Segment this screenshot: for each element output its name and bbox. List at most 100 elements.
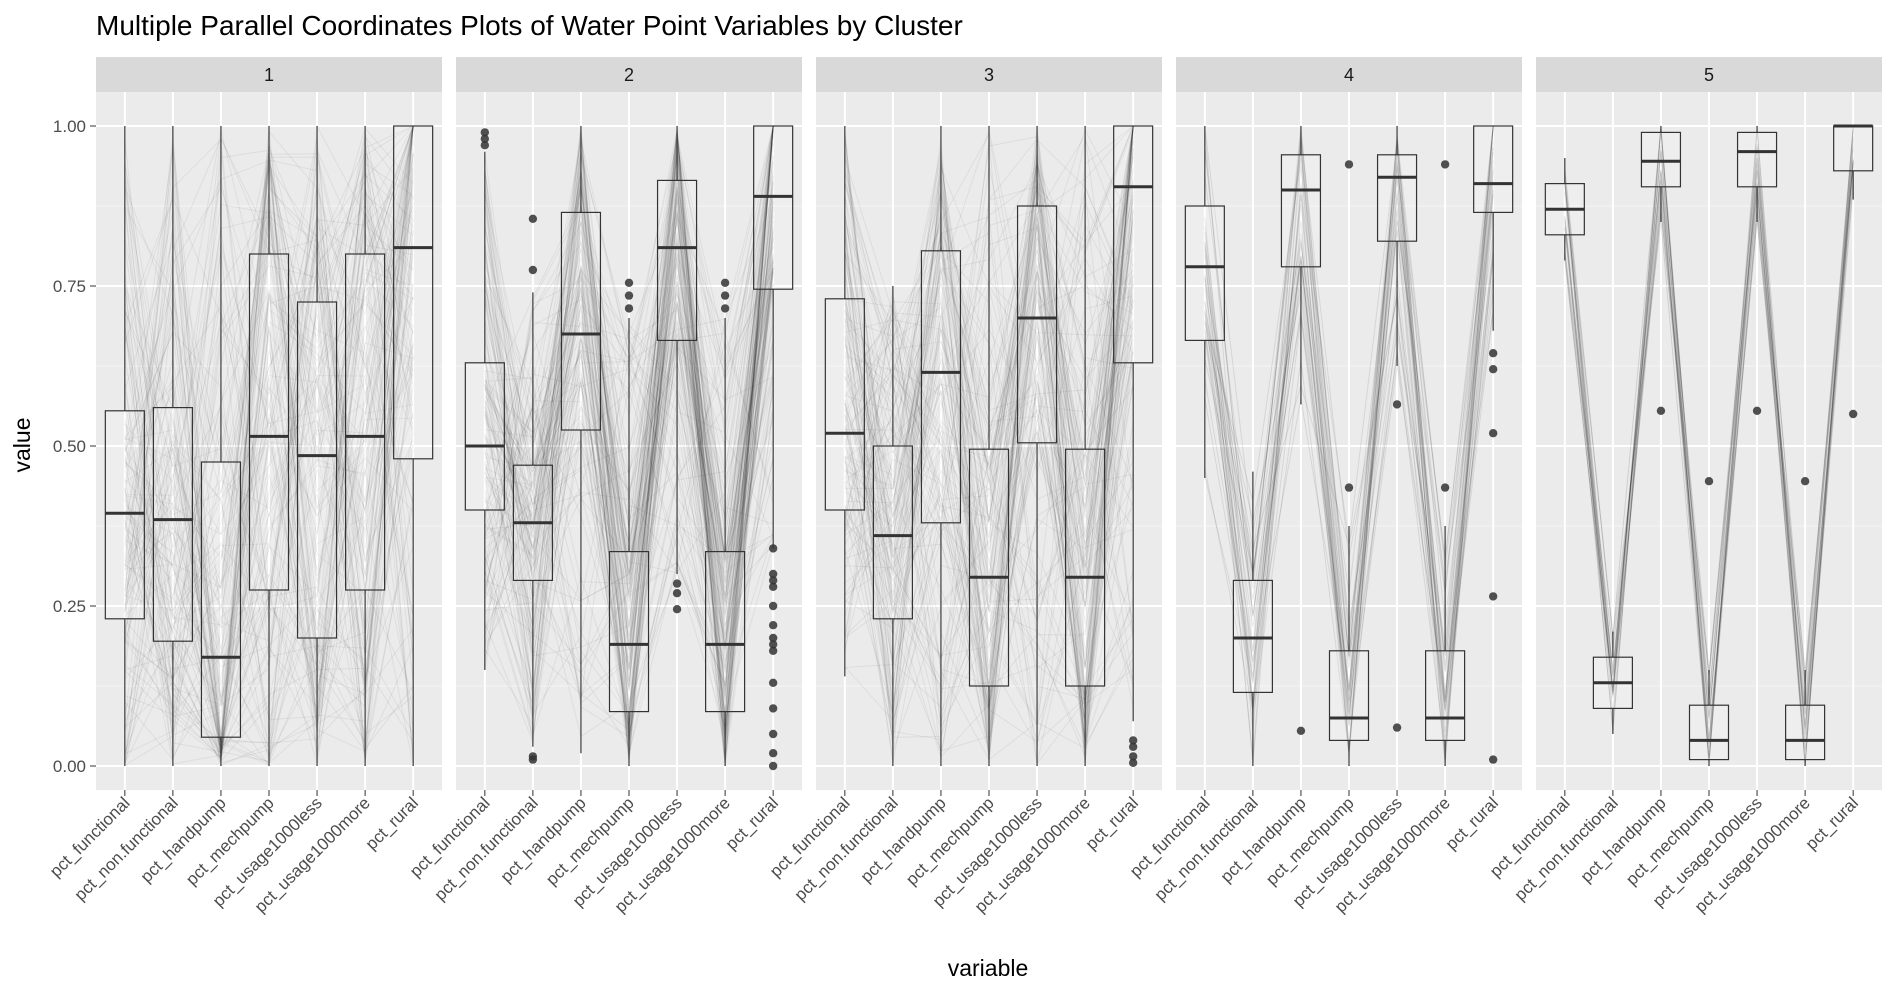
- polyline: [1204, 190, 1494, 711]
- boxplot-pct_usage1000more: [1785, 477, 1826, 766]
- outlier-point: [1128, 752, 1138, 761]
- strip-label-5: 5: [1704, 65, 1714, 85]
- boxplot-pct_usage1000more: [705, 278, 746, 766]
- y-tick-label: 0.00: [53, 757, 86, 776]
- boxplot-pct_non.functional: [1232, 471, 1273, 766]
- outlier-point: [1488, 349, 1498, 358]
- box: [872, 445, 913, 620]
- x-tick-label: pct_rural: [1442, 793, 1502, 853]
- boxplot-pct_non.functional: [512, 214, 553, 764]
- outlier-point: [1128, 742, 1138, 751]
- polyline: [124, 320, 414, 760]
- strip-label-3: 3: [984, 65, 994, 85]
- y-tick-label: 0.75: [53, 277, 86, 296]
- outlier-point: [768, 729, 778, 739]
- box: [1016, 205, 1058, 444]
- box: [248, 253, 290, 591]
- polyline: [124, 194, 414, 741]
- box: [1785, 704, 1826, 761]
- boxplot-pct_rural: [393, 125, 434, 766]
- polyline: [124, 153, 414, 691]
- polyline: [124, 173, 414, 764]
- outlier-point: [1800, 477, 1810, 486]
- polyline: [844, 176, 1134, 670]
- box: [1065, 448, 1106, 687]
- outlier-point: [768, 601, 778, 611]
- x-tick-label: pct_rural: [1082, 793, 1142, 853]
- polyline: [124, 125, 414, 589]
- x-tick-label: pct_handpump: [1577, 793, 1670, 886]
- boxplot-pct_handpump: [920, 126, 962, 766]
- box: [1376, 154, 1418, 242]
- y-tick-label: 0.50: [53, 437, 86, 456]
- outlier-point: [624, 304, 634, 313]
- polyline: [124, 125, 414, 680]
- boxplot-pct_usage1000more: [1425, 160, 1466, 766]
- box: [296, 301, 338, 639]
- boxplot-pct_rural: [1473, 125, 1514, 764]
- box: [608, 550, 650, 713]
- polyline: [844, 226, 1134, 671]
- boxplot-pct_functional: [1544, 158, 1585, 261]
- polyline: [484, 180, 774, 667]
- boxplot-pct_usage1000more: [1065, 126, 1106, 766]
- outlier-point: [528, 752, 538, 761]
- panel-4: 4pct_functionalpct_non.functionalpct_han…: [1126, 57, 1522, 916]
- outlier-point: [480, 128, 490, 137]
- boxplot-pct_non.functional: [1592, 631, 1633, 734]
- y-axis: 0.00 0.25 0.50 0.75 1.00: [53, 117, 96, 776]
- x-tick-label: pct_handpump: [857, 793, 950, 886]
- boxplot-pct_usage1000less: [1376, 126, 1418, 732]
- polyline: [124, 125, 414, 743]
- strip-label-4: 4: [1344, 65, 1354, 85]
- boxplot-pct_non.functional: [872, 286, 913, 766]
- outlier-point: [672, 605, 682, 614]
- outlier-point: [624, 278, 634, 287]
- boxplot-pct_functional: [104, 126, 145, 766]
- polyline: [844, 217, 1134, 689]
- outlier-point: [1704, 477, 1714, 486]
- polyline: [844, 185, 1134, 556]
- boxplot-pct_rural: [1833, 124, 1874, 419]
- boxplot-pct_mechpump: [1328, 160, 1370, 766]
- boxplot-pct_mechpump: [608, 278, 650, 766]
- outlier-point: [768, 646, 778, 655]
- polyline: [484, 125, 774, 702]
- boxplot-pct_mechpump: [968, 126, 1010, 766]
- boxplot-pct_handpump: [1640, 126, 1682, 415]
- polyline: [844, 212, 1134, 758]
- box: [200, 461, 242, 738]
- outlier-point: [1488, 592, 1498, 601]
- polyline: [484, 125, 774, 598]
- polyline: [484, 125, 774, 611]
- polyline: [844, 339, 1134, 747]
- polyline: [844, 277, 1134, 584]
- box: [1425, 650, 1466, 741]
- polyline: [844, 125, 1134, 685]
- boxplot-pct_non.functional: [152, 126, 193, 766]
- outlier-point: [1392, 400, 1402, 409]
- polyline: [1204, 193, 1494, 701]
- box: [1833, 125, 1874, 172]
- outlier-point: [672, 579, 682, 588]
- box: [824, 298, 865, 511]
- boxplot-pct_functional: [464, 128, 505, 670]
- x-tick-label: pct_rural: [1802, 793, 1862, 853]
- boxplot-pct_mechpump: [1688, 477, 1730, 766]
- outlier-point: [768, 576, 778, 585]
- boxplot-pct_usage1000less: [1016, 126, 1058, 766]
- outlier-point: [720, 278, 730, 287]
- polyline: [124, 420, 414, 766]
- outlier-point: [1128, 736, 1138, 745]
- polyline: [844, 184, 1134, 615]
- polyline: [124, 125, 414, 631]
- box: [1280, 154, 1322, 268]
- panel-1: 1pct_functionalpct_non.functionalpct_han…: [46, 57, 442, 916]
- strip-5: [1536, 57, 1882, 92]
- chart-title: Multiple Parallel Coordinates Plots of W…: [96, 10, 963, 41]
- box: [968, 448, 1010, 687]
- box: [1640, 131, 1682, 188]
- y-axis-title: value: [9, 418, 35, 473]
- polyline: [1204, 189, 1494, 687]
